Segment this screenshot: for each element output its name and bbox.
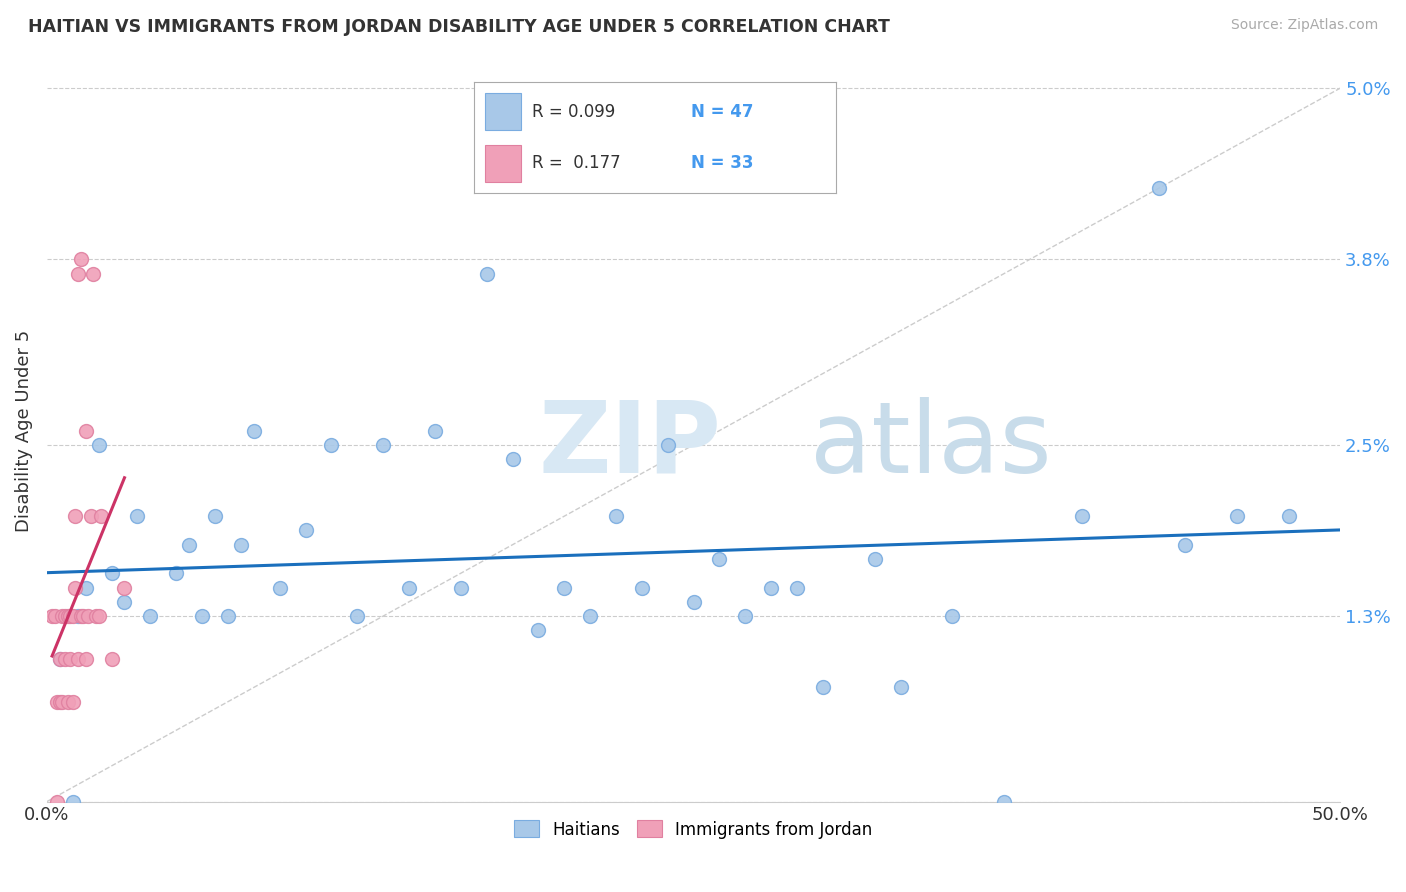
Point [1226, 509, 1249, 524]
Point [75, 424, 97, 438]
Point [1277, 509, 1299, 524]
Point [294, 524, 316, 538]
Point [82, 267, 104, 281]
Point [87, 609, 110, 624]
Point [243, 424, 266, 438]
Point [46, 695, 69, 709]
Legend: Haitians, Immigrants from Jordan: Haitians, Immigrants from Jordan [508, 814, 879, 846]
Point [46, 795, 69, 809]
Point [53, 609, 76, 624]
Point [75, 581, 97, 595]
Point [72, 609, 94, 624]
Point [44, 609, 66, 624]
Point [941, 609, 963, 624]
Point [69, 252, 91, 267]
Point [49, 652, 72, 666]
Text: HAITIAN VS IMMIGRANTS FROM JORDAN DISABILITY AGE UNDER 5 CORRELATION CHART: HAITIAN VS IMMIGRANTS FROM JORDAN DISABI… [28, 18, 890, 36]
Point [114, 581, 136, 595]
Point [709, 552, 731, 566]
Point [993, 795, 1015, 809]
Point [90, 509, 112, 524]
Point [229, 538, 252, 552]
Y-axis label: Disability Age Under 5: Disability Age Under 5 [15, 329, 32, 532]
Point [811, 681, 834, 695]
Point [139, 609, 162, 624]
Point [49, 652, 72, 666]
Point [579, 609, 602, 624]
Point [56, 695, 79, 709]
Point [100, 652, 122, 666]
Point [75, 652, 97, 666]
Point [51, 609, 73, 624]
Point [65, 581, 87, 595]
Text: ZIP: ZIP [538, 397, 721, 494]
Point [59, 652, 82, 666]
Point [127, 509, 149, 524]
Point [475, 267, 498, 281]
Point [553, 581, 575, 595]
Point [398, 581, 420, 595]
Point [51, 695, 73, 709]
Point [114, 595, 136, 609]
Point [100, 566, 122, 581]
Point [41, 609, 63, 624]
Point [62, 695, 84, 709]
Point [217, 609, 239, 624]
Text: Source: ZipAtlas.com: Source: ZipAtlas.com [1230, 18, 1378, 32]
Point [450, 581, 472, 595]
Point [80, 509, 103, 524]
Point [66, 609, 89, 624]
Point [321, 438, 343, 452]
Point [631, 581, 654, 595]
Point [502, 452, 524, 467]
Point [863, 552, 886, 566]
Point [165, 566, 187, 581]
Point [1174, 538, 1197, 552]
Point [66, 652, 89, 666]
Point [423, 424, 446, 438]
Point [62, 609, 84, 624]
Point [84, 609, 107, 624]
Point [1070, 509, 1092, 524]
Point [759, 581, 782, 595]
Point [269, 581, 291, 595]
Point [373, 438, 395, 452]
Point [69, 609, 91, 624]
Point [204, 509, 226, 524]
Point [56, 609, 79, 624]
Point [65, 509, 87, 524]
Point [889, 681, 911, 695]
Point [62, 795, 84, 809]
Point [66, 267, 89, 281]
Point [682, 595, 704, 609]
Point [77, 609, 100, 624]
Point [87, 438, 110, 452]
Point [657, 438, 679, 452]
Text: atlas: atlas [810, 397, 1052, 494]
Point [49, 695, 72, 709]
Point [605, 509, 627, 524]
Point [527, 624, 550, 638]
Point [53, 652, 76, 666]
Point [734, 609, 756, 624]
Point [59, 609, 82, 624]
Point [786, 581, 808, 595]
Point [179, 538, 201, 552]
Point [346, 609, 368, 624]
Point [191, 609, 214, 624]
Point [1147, 181, 1170, 195]
